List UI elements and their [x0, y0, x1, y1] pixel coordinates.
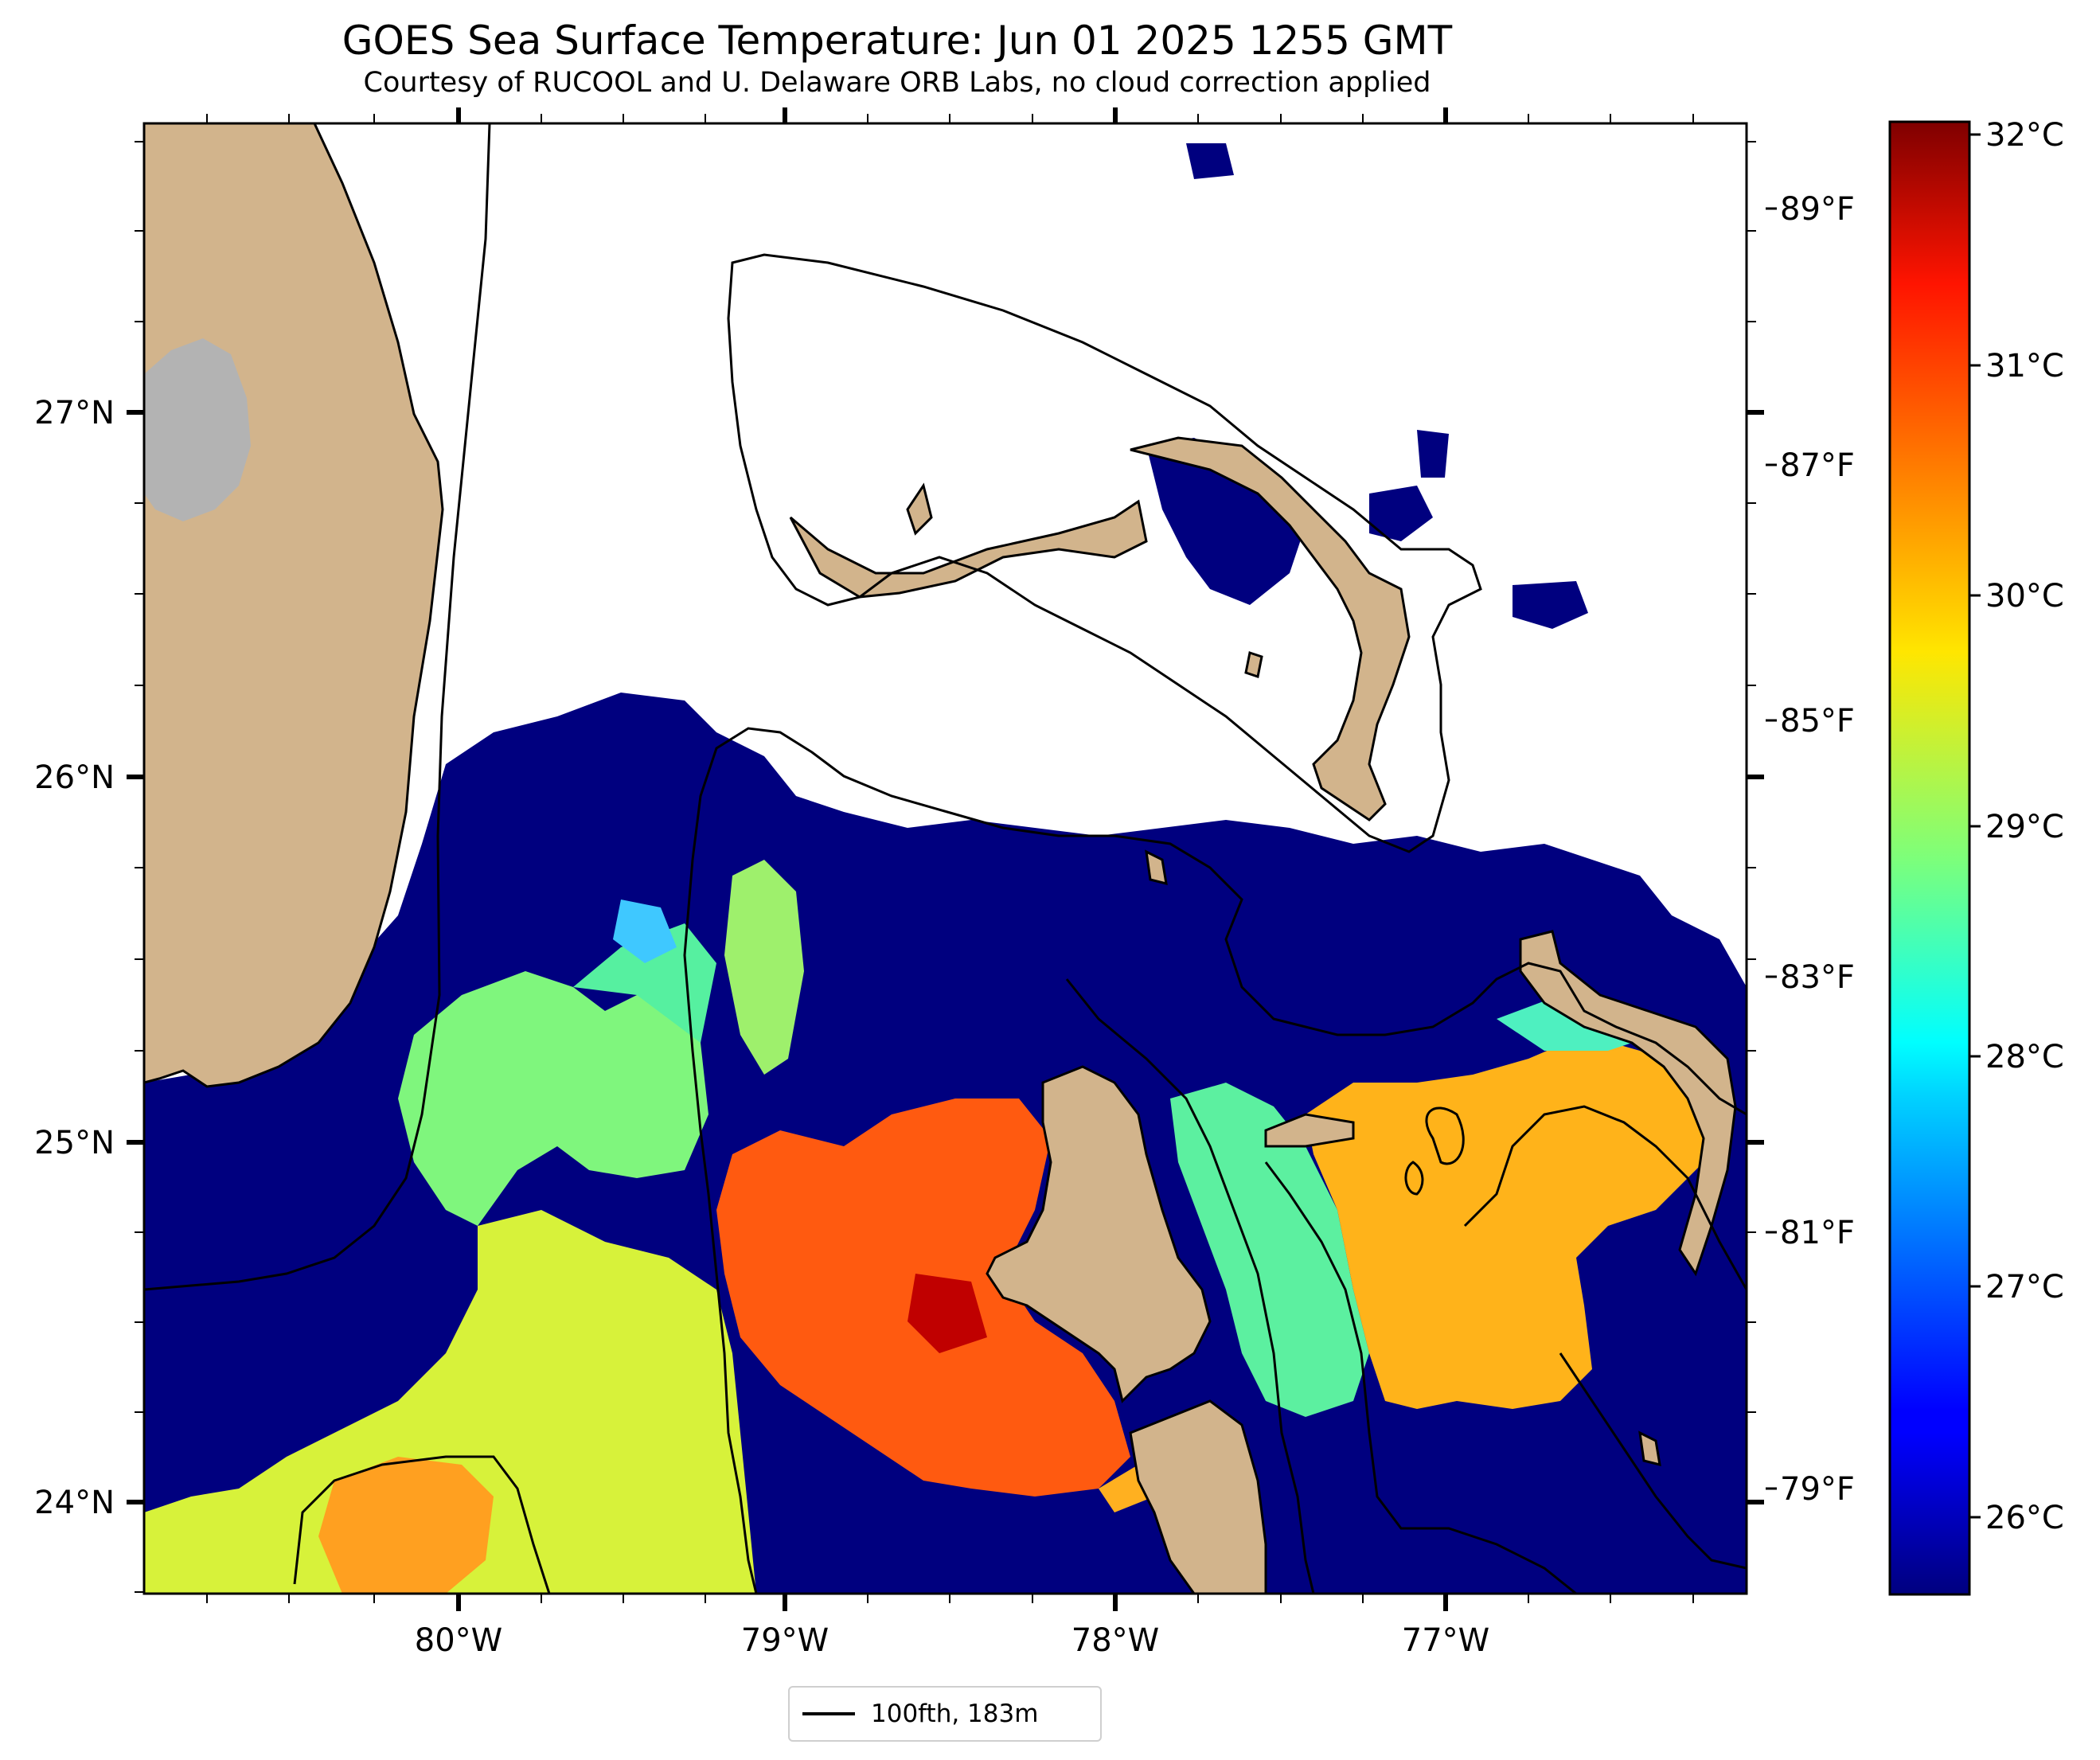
land-eleuthera [1519, 930, 1737, 1277]
land-berry-islands [1264, 1113, 1355, 1148]
fahrenheit-tick-label: 83°F [1780, 959, 1855, 996]
colorbar-tick-label: 30°C [1985, 578, 2064, 615]
lon-tick-label: 80°W [415, 1622, 502, 1659]
sst-patch-southwest-orange [318, 1457, 494, 1594]
land-cay-1 [1244, 651, 1263, 678]
land-andros-south [1129, 1399, 1267, 1594]
sst-patch-central-hot [908, 1274, 987, 1353]
lat-tick-label: 26°N [34, 759, 115, 796]
lat-tick-label: 24°N [34, 1485, 115, 1521]
sst-patch-east-warm [1306, 1035, 1719, 1409]
fahrenheit-ticks [1766, 207, 1777, 1490]
map-area [144, 123, 1747, 1594]
colorbar-tick-label: 27°C [1985, 1269, 2064, 1305]
land-grand-bahama [789, 499, 1148, 599]
lat-tick-label: 27°N [34, 395, 115, 431]
major-ticks [127, 107, 1764, 1611]
land-abaco [1130, 436, 1411, 821]
minor-ticks [135, 114, 1756, 1603]
colorbar-tick-label: 32°C [1985, 117, 2064, 154]
lon-tick-label: 79°W [741, 1622, 829, 1659]
isobath-100fth [144, 123, 1747, 1594]
map-frame [142, 122, 1748, 1595]
colorbar-ticks [1969, 133, 1981, 1519]
lon-tick-label: 77°W [1402, 1622, 1489, 1659]
lat-tick-label: 25°N [34, 1125, 115, 1161]
sst-patch-west-cool [398, 971, 708, 1226]
fahrenheit-tick-label: 79°F [1780, 1471, 1855, 1508]
fahrenheit-tick-label: 89°F [1780, 191, 1855, 228]
sst-patch-west-teal [573, 923, 716, 1043]
land-cay-3 [1638, 1430, 1661, 1467]
fahrenheit-tick-label: 81°F [1780, 1215, 1855, 1251]
legend-label: 100fth, 183m [871, 1700, 1039, 1728]
fahrenheit-tick-label: 85°F [1780, 703, 1855, 740]
colorbar-tick-label: 28°C [1985, 1039, 2064, 1075]
lon-tick-label: 78°W [1071, 1622, 1159, 1659]
legend-line-swatch [802, 1712, 855, 1715]
colorbar-tick-label: 29°C [1985, 809, 2064, 845]
land-andros-north [986, 1065, 1212, 1403]
sst-patch-southwest-yellow [144, 1210, 756, 1594]
land-cay-2 [1145, 849, 1168, 886]
colorbar-tick-label: 31°C [1985, 348, 2064, 384]
sst-patch-tongue-teal [1170, 1083, 1369, 1417]
legend: 100fth, 183m [788, 1686, 1102, 1742]
sst-patch-north-blue [613, 900, 677, 963]
chart-title: GOES Sea Surface Temperature: Jun 01 202… [342, 18, 1453, 64]
lake-okeechobee [144, 338, 251, 521]
chart-subtitle: Courtesy of RUCOOL and U. Delaware ORB L… [363, 67, 1431, 99]
colorbar-tick-label: 26°C [1985, 1500, 2064, 1536]
land-grand-bahama-tip [906, 482, 933, 536]
sst-patch-north-strip [724, 860, 804, 1075]
sst-patches [144, 860, 1719, 1594]
fahrenheit-tick-label: 87°F [1780, 447, 1855, 484]
colorbar [1888, 120, 1971, 1596]
